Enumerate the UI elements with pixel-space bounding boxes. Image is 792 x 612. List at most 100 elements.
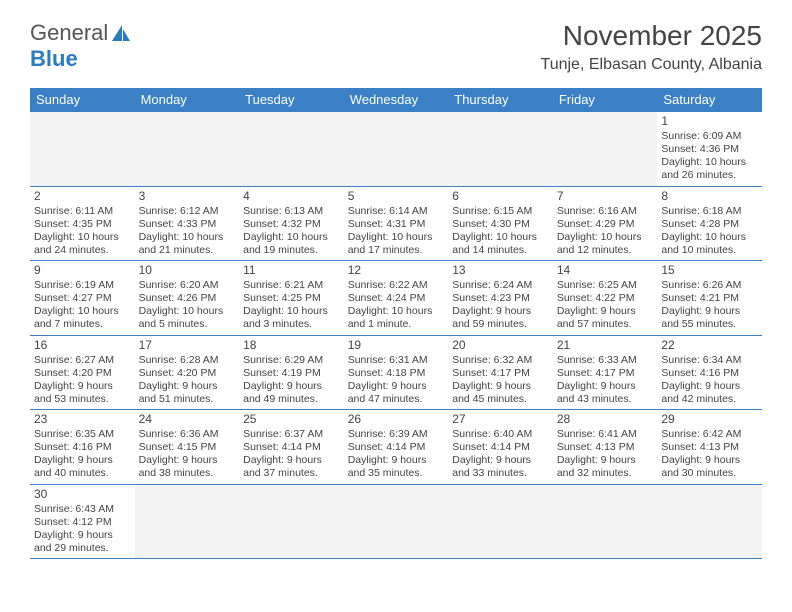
sunset-text: Sunset: 4:20 PM <box>139 367 236 380</box>
sunrise-text: Sunrise: 6:35 AM <box>34 428 131 441</box>
sunset-text: Sunset: 4:24 PM <box>348 292 445 305</box>
day-number: 2 <box>34 189 131 204</box>
sunrise-text: Sunrise: 6:37 AM <box>243 428 340 441</box>
calendar-cell: 17Sunrise: 6:28 AMSunset: 4:20 PMDayligh… <box>135 335 240 410</box>
calendar-cell <box>344 484 449 559</box>
calendar-cell: 26Sunrise: 6:39 AMSunset: 4:14 PMDayligh… <box>344 410 449 485</box>
calendar-cell: 25Sunrise: 6:37 AMSunset: 4:14 PMDayligh… <box>239 410 344 485</box>
sunrise-text: Sunrise: 6:36 AM <box>139 428 236 441</box>
title-block: November 2025 Tunje, Elbasan County, Alb… <box>541 20 762 74</box>
day-number: 23 <box>34 412 131 427</box>
daylight-text: Daylight: 9 hours and 47 minutes. <box>348 380 445 406</box>
calendar-table: Sunday Monday Tuesday Wednesday Thursday… <box>30 88 762 559</box>
day-header: Saturday <box>657 88 762 112</box>
day-number: 7 <box>557 189 654 204</box>
calendar-cell <box>135 112 240 187</box>
sunrise-text: Sunrise: 6:34 AM <box>661 354 758 367</box>
calendar-cell: 27Sunrise: 6:40 AMSunset: 4:14 PMDayligh… <box>448 410 553 485</box>
sunset-text: Sunset: 4:16 PM <box>34 441 131 454</box>
calendar-cell: 19Sunrise: 6:31 AMSunset: 4:18 PMDayligh… <box>344 335 449 410</box>
sunrise-text: Sunrise: 6:21 AM <box>243 279 340 292</box>
sunset-text: Sunset: 4:26 PM <box>139 292 236 305</box>
day-header-row: Sunday Monday Tuesday Wednesday Thursday… <box>30 88 762 112</box>
day-number: 25 <box>243 412 340 427</box>
calendar-cell: 2Sunrise: 6:11 AMSunset: 4:35 PMDaylight… <box>30 186 135 261</box>
daylight-text: Daylight: 10 hours and 12 minutes. <box>557 231 654 257</box>
day-number: 22 <box>661 338 758 353</box>
calendar-cell: 24Sunrise: 6:36 AMSunset: 4:15 PMDayligh… <box>135 410 240 485</box>
calendar-cell <box>553 484 658 559</box>
sunrise-text: Sunrise: 6:13 AM <box>243 205 340 218</box>
calendar-cell: 16Sunrise: 6:27 AMSunset: 4:20 PMDayligh… <box>30 335 135 410</box>
calendar-cell: 8Sunrise: 6:18 AMSunset: 4:28 PMDaylight… <box>657 186 762 261</box>
sunrise-text: Sunrise: 6:29 AM <box>243 354 340 367</box>
sunrise-text: Sunrise: 6:33 AM <box>557 354 654 367</box>
calendar-cell: 6Sunrise: 6:15 AMSunset: 4:30 PMDaylight… <box>448 186 553 261</box>
day-number: 6 <box>452 189 549 204</box>
calendar-row: 16Sunrise: 6:27 AMSunset: 4:20 PMDayligh… <box>30 335 762 410</box>
location: Tunje, Elbasan County, Albania <box>541 56 762 74</box>
daylight-text: Daylight: 9 hours and 42 minutes. <box>661 380 758 406</box>
day-number: 26 <box>348 412 445 427</box>
sunrise-text: Sunrise: 6:14 AM <box>348 205 445 218</box>
calendar-cell: 29Sunrise: 6:42 AMSunset: 4:13 PMDayligh… <box>657 410 762 485</box>
sunset-text: Sunset: 4:17 PM <box>452 367 549 380</box>
sunrise-text: Sunrise: 6:26 AM <box>661 279 758 292</box>
daylight-text: Daylight: 9 hours and 57 minutes. <box>557 305 654 331</box>
day-number: 21 <box>557 338 654 353</box>
sunrise-text: Sunrise: 6:09 AM <box>661 130 758 143</box>
sunset-text: Sunset: 4:30 PM <box>452 218 549 231</box>
calendar-cell: 28Sunrise: 6:41 AMSunset: 4:13 PMDayligh… <box>553 410 658 485</box>
calendar-cell: 5Sunrise: 6:14 AMSunset: 4:31 PMDaylight… <box>344 186 449 261</box>
day-header: Thursday <box>448 88 553 112</box>
daylight-text: Daylight: 9 hours and 38 minutes. <box>139 454 236 480</box>
calendar-cell: 30Sunrise: 6:43 AMSunset: 4:12 PMDayligh… <box>30 484 135 559</box>
calendar-cell: 13Sunrise: 6:24 AMSunset: 4:23 PMDayligh… <box>448 261 553 336</box>
sunrise-text: Sunrise: 6:22 AM <box>348 279 445 292</box>
daylight-text: Daylight: 10 hours and 5 minutes. <box>139 305 236 331</box>
day-number: 8 <box>661 189 758 204</box>
sunrise-text: Sunrise: 6:41 AM <box>557 428 654 441</box>
daylight-text: Daylight: 9 hours and 35 minutes. <box>348 454 445 480</box>
sunset-text: Sunset: 4:14 PM <box>348 441 445 454</box>
sunrise-text: Sunrise: 6:40 AM <box>452 428 549 441</box>
sunrise-text: Sunrise: 6:31 AM <box>348 354 445 367</box>
day-number: 28 <box>557 412 654 427</box>
sunset-text: Sunset: 4:13 PM <box>557 441 654 454</box>
day-header: Sunday <box>30 88 135 112</box>
daylight-text: Daylight: 10 hours and 24 minutes. <box>34 231 131 257</box>
sunset-text: Sunset: 4:33 PM <box>139 218 236 231</box>
sail-icon <box>110 23 132 43</box>
sunset-text: Sunset: 4:15 PM <box>139 441 236 454</box>
day-number: 14 <box>557 263 654 278</box>
sunset-text: Sunset: 4:12 PM <box>34 516 131 529</box>
day-number: 5 <box>348 189 445 204</box>
day-number: 9 <box>34 263 131 278</box>
daylight-text: Daylight: 10 hours and 3 minutes. <box>243 305 340 331</box>
calendar-cell: 9Sunrise: 6:19 AMSunset: 4:27 PMDaylight… <box>30 261 135 336</box>
calendar-cell: 20Sunrise: 6:32 AMSunset: 4:17 PMDayligh… <box>448 335 553 410</box>
calendar-cell: 15Sunrise: 6:26 AMSunset: 4:21 PMDayligh… <box>657 261 762 336</box>
sunset-text: Sunset: 4:14 PM <box>452 441 549 454</box>
daylight-text: Daylight: 10 hours and 21 minutes. <box>139 231 236 257</box>
calendar-cell <box>239 484 344 559</box>
day-number: 13 <box>452 263 549 278</box>
day-header: Tuesday <box>239 88 344 112</box>
sunrise-text: Sunrise: 6:28 AM <box>139 354 236 367</box>
calendar-row: 9Sunrise: 6:19 AMSunset: 4:27 PMDaylight… <box>30 261 762 336</box>
sunrise-text: Sunrise: 6:39 AM <box>348 428 445 441</box>
daylight-text: Daylight: 10 hours and 7 minutes. <box>34 305 131 331</box>
daylight-text: Daylight: 9 hours and 30 minutes. <box>661 454 758 480</box>
daylight-text: Daylight: 9 hours and 29 minutes. <box>34 529 131 555</box>
calendar-cell: 1Sunrise: 6:09 AMSunset: 4:36 PMDaylight… <box>657 112 762 187</box>
daylight-text: Daylight: 9 hours and 53 minutes. <box>34 380 131 406</box>
sunrise-text: Sunrise: 6:25 AM <box>557 279 654 292</box>
day-header: Friday <box>553 88 658 112</box>
day-number: 15 <box>661 263 758 278</box>
calendar-cell <box>30 112 135 187</box>
day-number: 3 <box>139 189 236 204</box>
calendar-cell: 3Sunrise: 6:12 AMSunset: 4:33 PMDaylight… <box>135 186 240 261</box>
sunset-text: Sunset: 4:22 PM <box>557 292 654 305</box>
sunrise-text: Sunrise: 6:11 AM <box>34 205 131 218</box>
day-number: 12 <box>348 263 445 278</box>
